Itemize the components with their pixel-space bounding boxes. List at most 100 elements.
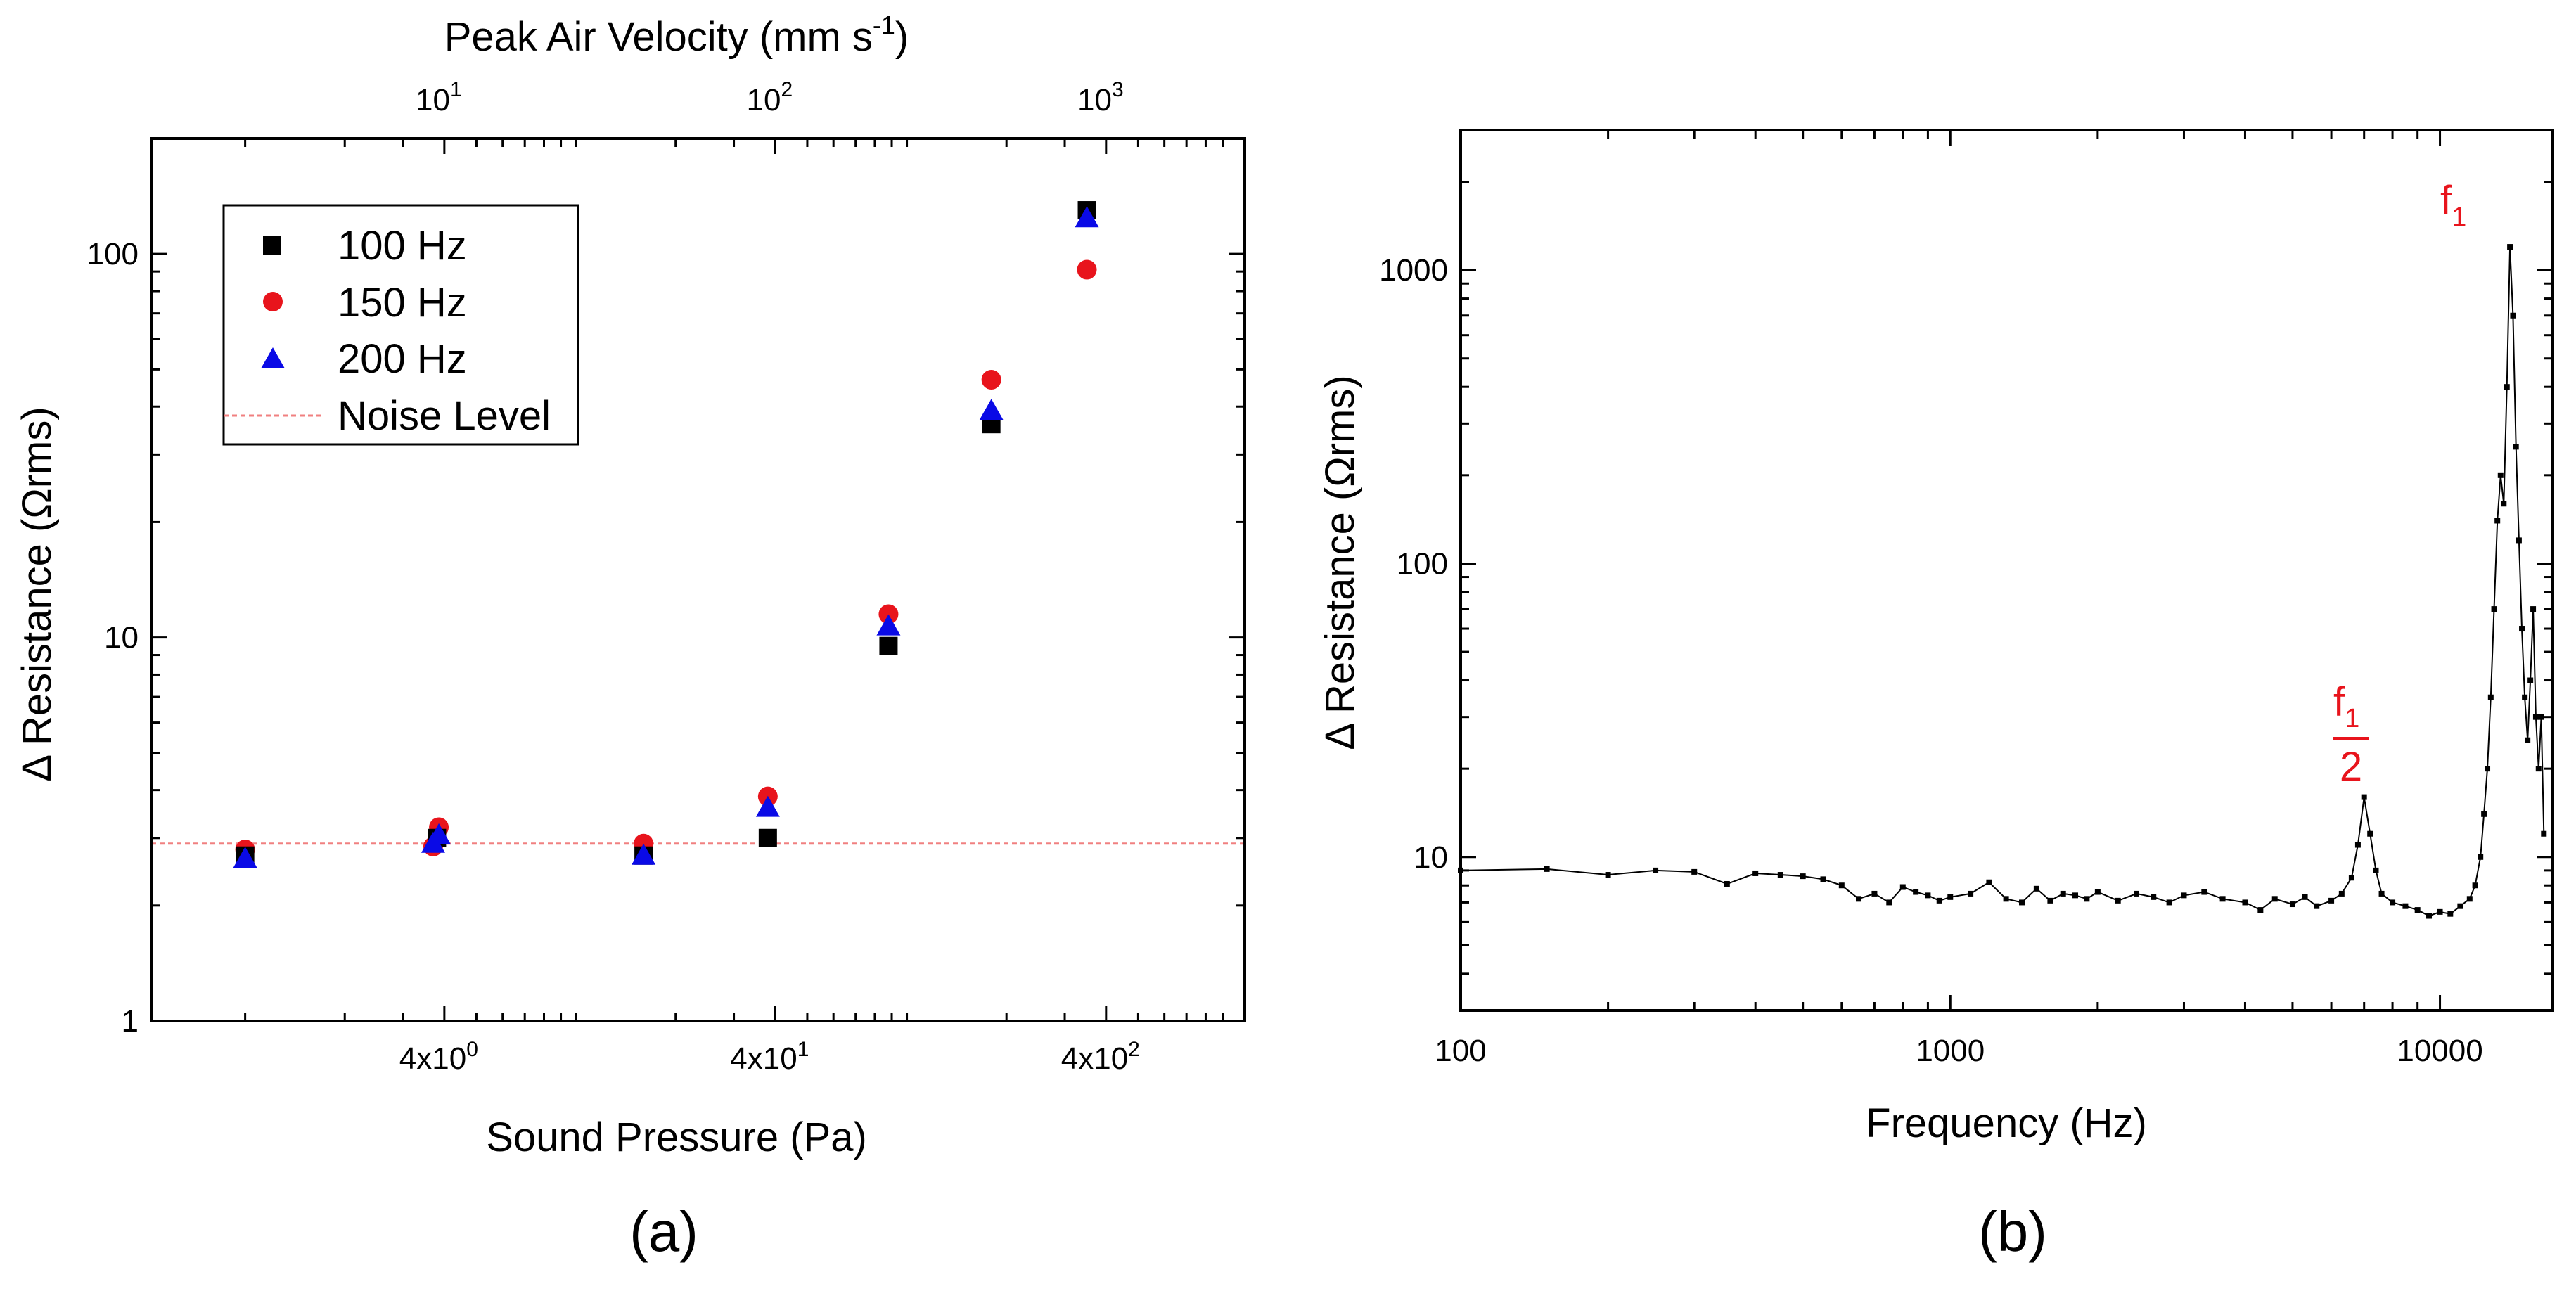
spectrum-point-23: [2033, 885, 2039, 892]
top-axis-title-main: Peak Air Velocity (mm s: [444, 14, 873, 60]
point-200-hz-6: [979, 399, 1004, 420]
spectrum-point-51: [2402, 903, 2409, 909]
spectrum-point-50: [2390, 899, 2396, 906]
a-x2-tick-label-1-main: 10: [747, 83, 781, 117]
a-x-tick-label-0-main: 4x10: [399, 1041, 466, 1076]
spectrum-point-52: [2414, 907, 2421, 913]
spectrum-point-56: [2457, 903, 2463, 909]
a-x2-tick-label-0-main: 10: [416, 83, 450, 117]
panel-a-label: (a): [629, 1200, 698, 1263]
spectrum-point-69: [2510, 312, 2516, 319]
spectrum-point-39: [2289, 901, 2295, 908]
spectrum-point-54: [2437, 908, 2443, 915]
spectrum-point-7: [1777, 872, 1783, 878]
a-x2-tick-label-2-sup: 3: [1112, 78, 1124, 101]
spectrum-point-12: [1871, 890, 1878, 897]
a-x2-tick-label-1-sup: 2: [781, 78, 793, 101]
spectrum-point-67: [2504, 384, 2510, 390]
spectrum-point-19: [1968, 890, 1974, 897]
spectrum-point-74: [2525, 737, 2531, 743]
legend-label-150hz: 150 Hz: [338, 280, 467, 326]
spectrum-point-76: [2530, 606, 2537, 612]
spectrum-point-61: [2485, 766, 2491, 772]
spectrum-point-71: [2516, 537, 2522, 544]
b-y-tick-label-1: 100: [1397, 546, 1448, 581]
spectrum-point-49: [2378, 890, 2385, 897]
spectrum-point-8: [1800, 873, 1806, 880]
b-x-tick-label-1: 1000: [1916, 1034, 1985, 1068]
spectrum-point-16: [1925, 892, 1931, 899]
spectrum-point-66: [2501, 501, 2507, 507]
spectrum-point-4: [1691, 868, 1698, 875]
spectrum-point-20: [1986, 879, 1992, 885]
legend: 100 Hz 150 Hz 200 Hz Noise Level: [222, 204, 579, 446]
spectrum-point-31: [2151, 894, 2157, 900]
spectrum-point-5: [1724, 880, 1730, 887]
spectrum-point-36: [2242, 899, 2248, 906]
point-200-hz-5: [876, 614, 901, 636]
spectrum-point-42: [2328, 897, 2335, 904]
a-x-tick-label-2: 4x102: [1061, 1038, 1140, 1076]
spectrum-line: [1460, 247, 2545, 917]
a-x-tick-label-1-sup: 1: [797, 1038, 809, 1061]
spectrum-point-2: [1605, 872, 1611, 878]
spectrum-point-80: [2541, 830, 2547, 837]
spectrum-point-35: [2219, 896, 2226, 902]
spectrum-point-27: [2084, 896, 2090, 902]
spectrum-point-59: [2478, 854, 2484, 860]
b-y-tick-label-2: 1000: [1379, 253, 1448, 288]
spectrum-point-58: [2472, 882, 2478, 889]
spectrum-point-45: [2354, 842, 2361, 848]
b-y-tick-label-0-main: 10: [1414, 840, 1448, 875]
legend-marker-100hz: [263, 236, 281, 255]
b-y-tick-label-0: 10: [1414, 840, 1448, 875]
b-x-tick-label-2-main: 10000: [2397, 1034, 2482, 1068]
panel-b-label: (b): [1978, 1200, 2047, 1263]
spectrum-point-30: [2134, 890, 2140, 897]
spectrum-point-79: [2538, 714, 2544, 720]
point-150-hz-6: [981, 370, 1001, 390]
point-200-hz-3: [632, 843, 656, 865]
point-200-hz-4: [755, 795, 780, 817]
spectrum-point-3: [1653, 867, 1659, 873]
spectrum-point-43: [2338, 890, 2345, 897]
spectrum-point-72: [2519, 626, 2525, 632]
spectrum-point-65: [2497, 472, 2504, 478]
spectrum-point-6: [1752, 870, 1759, 876]
top-axis-title-end: ): [895, 14, 909, 60]
spectrum-point-38: [2271, 896, 2278, 902]
a-x-tick-label-1-main: 4x10: [730, 1041, 797, 1076]
spectrum-point-63: [2491, 606, 2497, 612]
legend-marker-200hz: [261, 347, 285, 368]
spectrum-point-75: [2527, 677, 2534, 683]
spectrum-point-10: [1838, 882, 1845, 889]
spectrum-point-32: [2166, 899, 2172, 906]
panel-b-tick-labels: 10 100 1000 100 1000 10000: [1379, 253, 2483, 1068]
top-axis-title-sup: -1: [873, 11, 895, 39]
a-x-tick-label-2-main: 4x10: [1061, 1041, 1128, 1076]
a-x2-tick-label-1: 102: [747, 78, 793, 117]
spectrum-point-57: [2466, 896, 2473, 902]
point-200-hz-7: [1075, 206, 1099, 228]
annotation-half-sub: 1: [2345, 704, 2359, 733]
spectrum-point-34: [2201, 889, 2207, 895]
annotation-f1-half-denominator: 2: [2340, 744, 2362, 790]
b-y-tick-label-2-main: 1000: [1379, 253, 1448, 288]
panel-b-x-axis-title: Frequency (Hz): [1866, 1100, 2147, 1146]
annotation-half-main: f: [2333, 679, 2345, 725]
spectrum-point-77: [2532, 714, 2539, 720]
spectrum-point-25: [2060, 890, 2066, 897]
a-x-tick-label-0: 4x100: [399, 1038, 478, 1076]
panel-a-x-axis-title: Sound Pressure (Pa): [486, 1115, 867, 1160]
spectrum-point-11: [1856, 896, 1862, 902]
a-y-tick-label-0: 1: [122, 1004, 139, 1039]
annotation-f1-main: f: [2440, 178, 2452, 224]
spectrum-point-47: [2367, 830, 2373, 837]
spectrum-point-9: [1820, 876, 1826, 882]
a-x2-tick-label-2-main: 10: [1077, 83, 1112, 117]
a-x2-tick-label-2: 103: [1077, 78, 1124, 117]
a-x-tick-label-1: 4x101: [730, 1038, 809, 1076]
